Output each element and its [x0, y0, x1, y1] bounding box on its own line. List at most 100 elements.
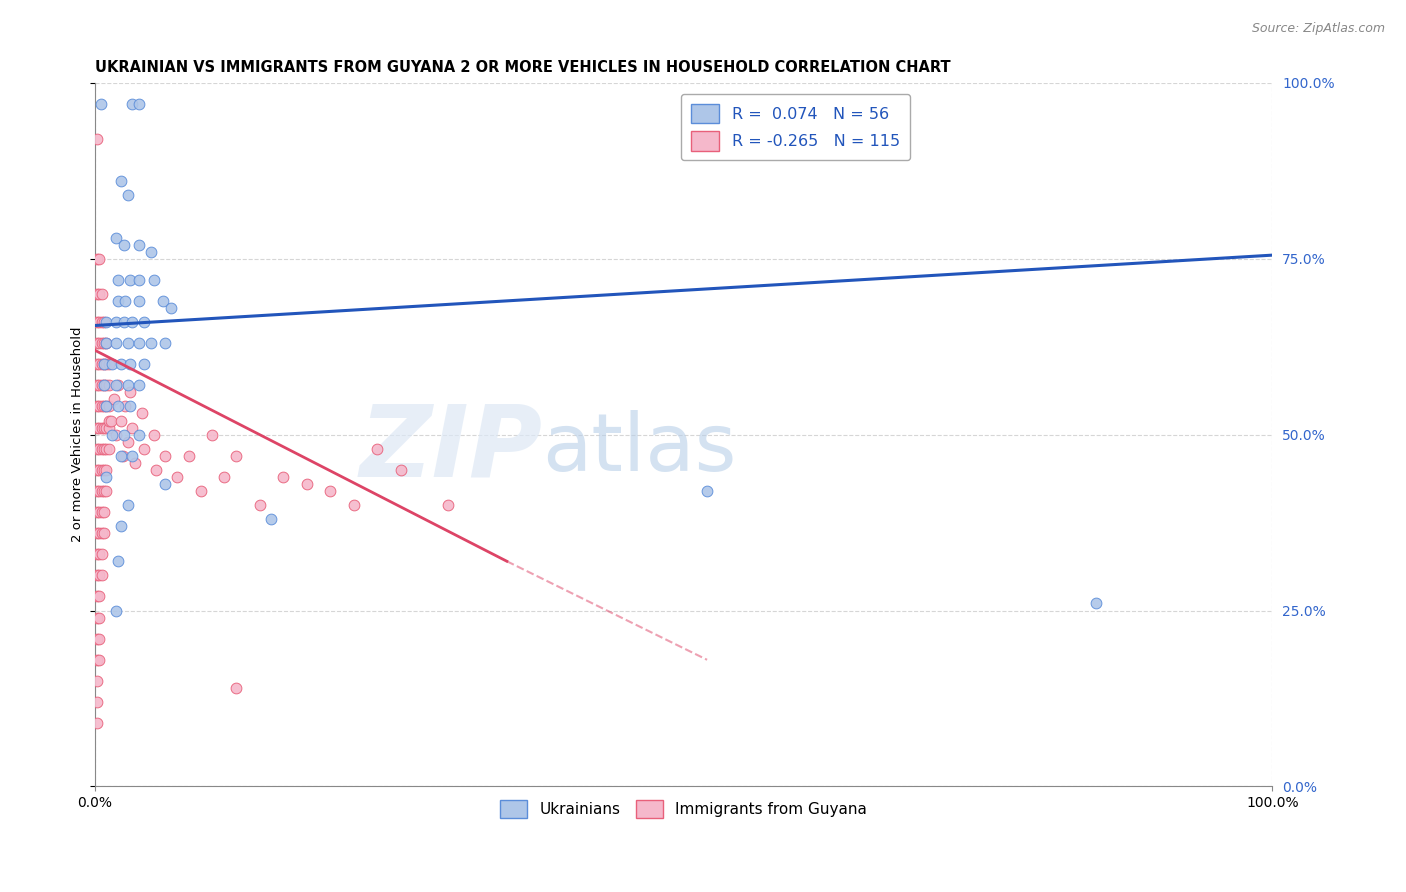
- Point: [90, 526, 112, 541]
- Point: [128, 293, 150, 308]
- Point: [166, 470, 188, 484]
- Point: [104, 378, 127, 392]
- Point: [90, 505, 112, 519]
- Point: [86, 132, 108, 146]
- Point: [117, 498, 139, 512]
- Point: [128, 336, 150, 351]
- Point: [93, 483, 115, 498]
- Point: [86, 483, 108, 498]
- Point: [103, 392, 125, 407]
- Point: [86, 463, 108, 477]
- Point: [160, 301, 183, 315]
- Point: [89, 632, 111, 646]
- Point: [437, 498, 460, 512]
- Point: [152, 293, 174, 308]
- Point: [86, 526, 108, 541]
- Point: [89, 463, 111, 477]
- Point: [89, 526, 111, 541]
- Point: [89, 400, 111, 414]
- Point: [142, 273, 165, 287]
- Point: [121, 96, 143, 111]
- Point: [128, 96, 150, 111]
- Point: [93, 420, 115, 434]
- Point: [110, 519, 132, 533]
- Point: [190, 483, 212, 498]
- Point: [89, 420, 111, 434]
- Point: [104, 230, 127, 244]
- Point: [131, 407, 153, 421]
- Point: [117, 336, 139, 351]
- Point: [93, 378, 115, 392]
- Point: [110, 357, 132, 371]
- Point: [101, 357, 124, 371]
- Point: [696, 483, 718, 498]
- Point: [97, 420, 120, 434]
- Point: [86, 547, 108, 561]
- Point: [114, 293, 136, 308]
- Point: [86, 378, 108, 392]
- Point: [107, 293, 129, 308]
- Point: [89, 653, 111, 667]
- Point: [97, 413, 120, 427]
- Point: [86, 632, 108, 646]
- Point: [93, 400, 115, 414]
- Point: [86, 315, 108, 329]
- Point: [155, 449, 177, 463]
- Point: [134, 315, 156, 329]
- Point: [97, 378, 120, 392]
- Point: [225, 681, 247, 695]
- Point: [90, 400, 112, 414]
- Point: [89, 590, 111, 604]
- Point: [86, 653, 108, 667]
- Point: [97, 442, 120, 456]
- Point: [97, 357, 120, 371]
- Text: UKRAINIAN VS IMMIGRANTS FROM GUYANA 2 OR MORE VEHICLES IN HOUSEHOLD CORRELATION : UKRAINIAN VS IMMIGRANTS FROM GUYANA 2 OR…: [94, 60, 950, 75]
- Point: [155, 336, 177, 351]
- Point: [90, 463, 112, 477]
- Point: [90, 96, 112, 111]
- Point: [104, 603, 127, 617]
- Point: [96, 420, 118, 434]
- Point: [111, 449, 134, 463]
- Point: [141, 336, 163, 351]
- Point: [271, 470, 294, 484]
- Point: [90, 286, 112, 301]
- Point: [89, 378, 111, 392]
- Point: [128, 427, 150, 442]
- Point: [249, 498, 271, 512]
- Point: [96, 336, 118, 351]
- Point: [86, 716, 108, 731]
- Point: [121, 315, 143, 329]
- Point: [96, 400, 118, 414]
- Point: [118, 357, 141, 371]
- Point: [96, 400, 118, 414]
- Point: [96, 483, 118, 498]
- Point: [104, 336, 127, 351]
- Point: [134, 357, 156, 371]
- Point: [295, 476, 318, 491]
- Point: [93, 315, 115, 329]
- Point: [89, 315, 111, 329]
- Point: [117, 188, 139, 202]
- Text: Source: ZipAtlas.com: Source: ZipAtlas.com: [1251, 22, 1385, 36]
- Point: [90, 442, 112, 456]
- Text: atlas: atlas: [543, 409, 737, 488]
- Point: [93, 505, 115, 519]
- Point: [90, 568, 112, 582]
- Point: [86, 400, 108, 414]
- Point: [117, 378, 139, 392]
- Point: [93, 378, 115, 392]
- Point: [343, 498, 366, 512]
- Point: [112, 427, 135, 442]
- Point: [96, 336, 118, 351]
- Point: [155, 476, 177, 491]
- Point: [107, 378, 129, 392]
- Point: [134, 442, 156, 456]
- Point: [128, 237, 150, 252]
- Point: [128, 273, 150, 287]
- Point: [86, 610, 108, 624]
- Point: [90, 357, 112, 371]
- Point: [107, 273, 129, 287]
- Point: [177, 449, 200, 463]
- Point: [86, 286, 108, 301]
